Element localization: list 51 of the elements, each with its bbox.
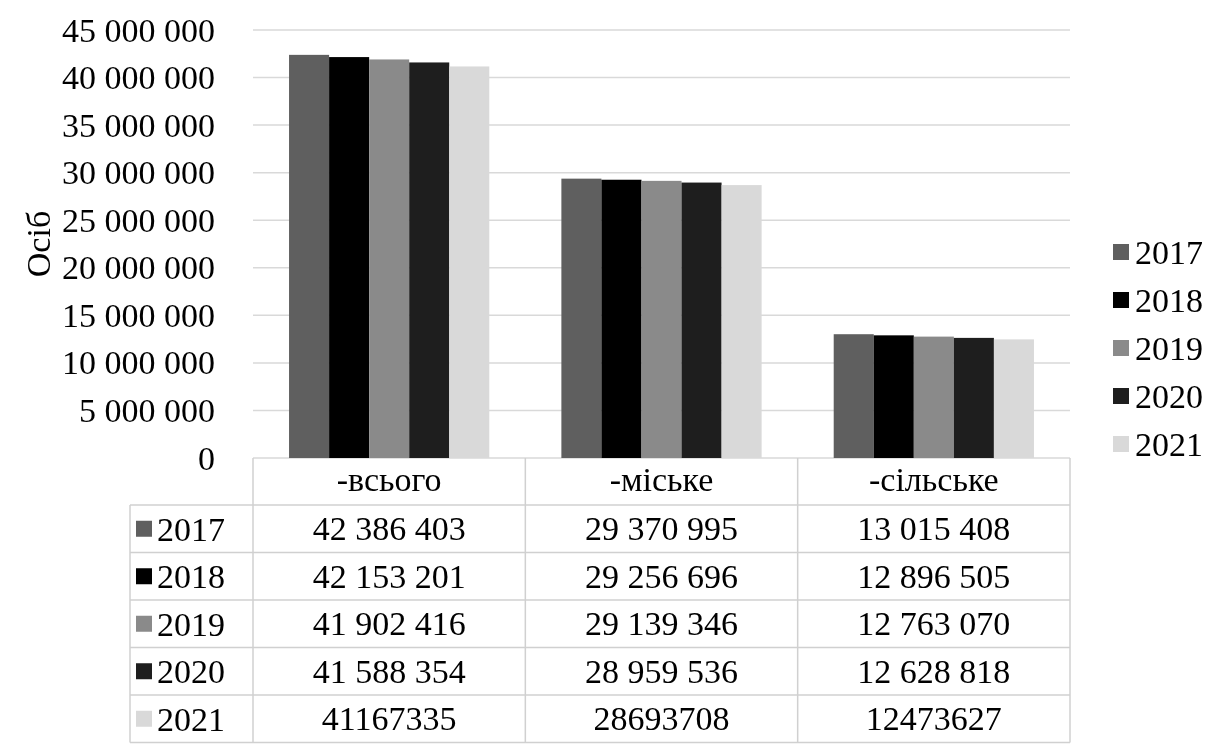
bar [833, 334, 874, 458]
y-tick-label: 15 000 000 [62, 296, 215, 334]
data-label: 29 139 346 [585, 605, 738, 643]
text: 2019 [157, 605, 225, 643]
y-tick-label: 20 000 000 [62, 249, 215, 287]
data-label: 13 015 408 [857, 510, 1011, 548]
x-tick-label: -сільське [868, 461, 999, 498]
text: 2020 [157, 652, 225, 690]
x-tick-label: -міське [609, 461, 714, 498]
legend-label: 2020 [1135, 377, 1203, 415]
bar [953, 337, 994, 458]
data-label: 12 628 818 [857, 652, 1011, 690]
data-label: 12 896 505 [857, 557, 1011, 595]
bar [681, 182, 722, 458]
bar [289, 54, 330, 458]
data-label: 28 959 536 [585, 652, 738, 690]
y-tick-label: 45 000 000 [62, 11, 215, 49]
text: 2018 [1135, 281, 1203, 319]
data-label: 41 588 354 [312, 652, 466, 690]
legend-label: 2019 [1135, 329, 1203, 367]
data-label: 12473627 [865, 700, 1002, 738]
data-label: 29 370 995 [585, 510, 738, 548]
text: 2017 [1135, 233, 1203, 271]
bar [409, 62, 450, 458]
bar [913, 336, 954, 458]
bar [873, 335, 914, 458]
data-label: 12 763 070 [857, 605, 1011, 643]
data-label: 42 386 403 [312, 510, 466, 548]
bar [641, 180, 682, 458]
y-tick-label: 0 [198, 439, 215, 477]
legend-label: 2021 [1135, 425, 1203, 463]
y-tick-label: 30 000 000 [62, 154, 215, 192]
data-label: 41 902 416 [312, 605, 466, 643]
bar [369, 59, 410, 458]
y-tick-label: 5 000 000 [79, 391, 215, 429]
bar [561, 178, 602, 458]
y-tick-label: 40 000 000 [62, 59, 215, 97]
y-tick-label: 25 000 000 [62, 201, 215, 239]
bar [601, 179, 642, 458]
bar [329, 57, 370, 458]
y-axis-title: Осіб [19, 210, 57, 278]
y-tick-label: 10 000 000 [62, 344, 215, 382]
y-tick-label: 35 000 000 [62, 106, 215, 144]
text: 2021 [157, 700, 225, 738]
legend-label: 2018 [157, 557, 225, 595]
data-label: 28693708 [593, 700, 730, 738]
x-tick-label: -всього [336, 461, 442, 498]
legend-label: 2017 [157, 510, 225, 548]
data-label: 42 153 201 [312, 557, 466, 595]
data-label: 41167335 [321, 700, 457, 738]
data-label: 29 256 696 [585, 557, 738, 595]
